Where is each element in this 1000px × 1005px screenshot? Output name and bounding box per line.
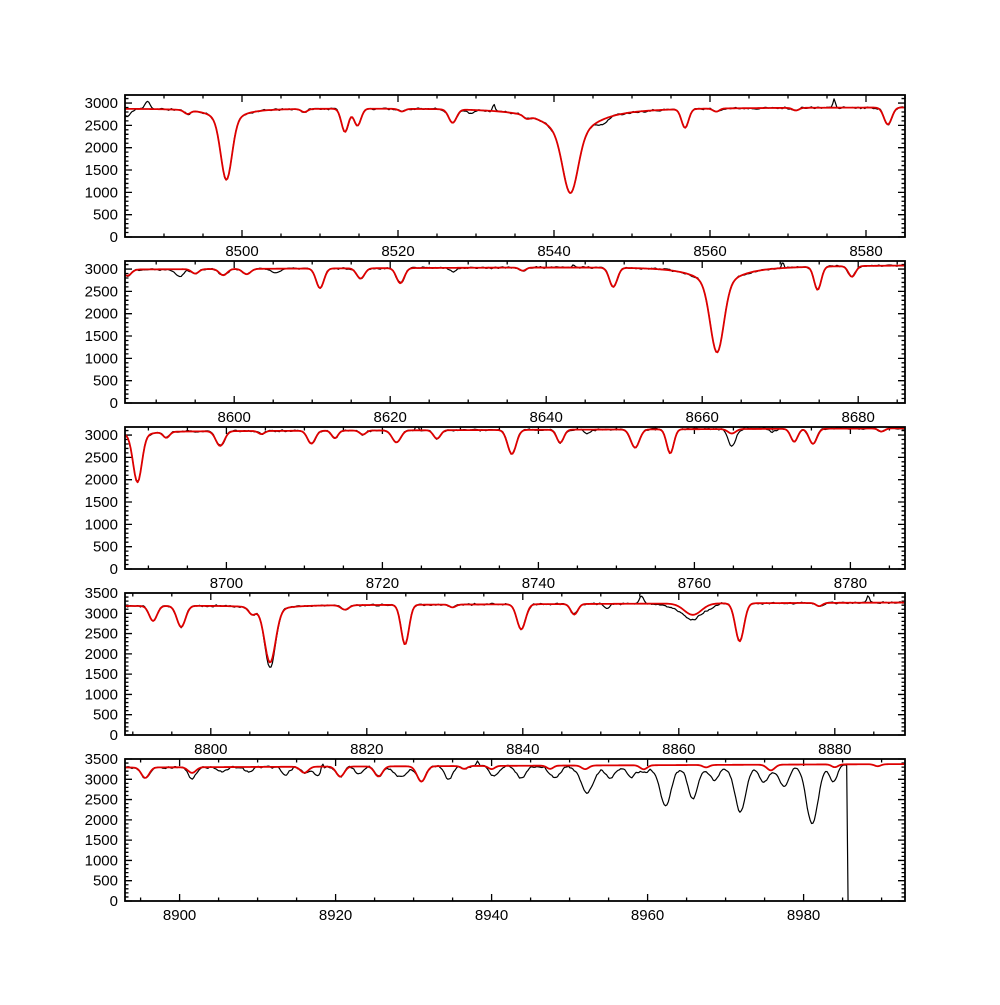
x-tick-label: 8920 xyxy=(319,907,352,924)
x-tick-label: 8580 xyxy=(849,243,882,260)
x-tick-label: 8560 xyxy=(693,243,726,260)
observed-spectrum-line xyxy=(124,426,905,483)
x-tick-label: 8680 xyxy=(842,409,875,426)
y-tick-labels: 0 500 1000 1500 2000 2500 3000 xyxy=(85,261,118,412)
y-tick-label: 3000 xyxy=(85,261,118,278)
y-tick-label: 0 xyxy=(110,229,118,246)
model-spectrum-line xyxy=(124,427,905,484)
y-tick-label: 500 xyxy=(93,373,118,390)
x-tick-label: 8500 xyxy=(225,243,258,260)
x-tick-label: 8600 xyxy=(218,409,251,426)
y-tick-label: 2500 xyxy=(85,283,118,300)
x-tick-label: 8860 xyxy=(662,741,695,758)
y-tick-labels: 0 500 1000 1500 2000 2500 3000 3500 xyxy=(85,585,118,744)
x-tick-label: 8940 xyxy=(475,907,508,924)
axis-ticks xyxy=(125,261,905,404)
y-tick-label: 500 xyxy=(93,873,118,890)
y-tick-label: 2500 xyxy=(85,626,118,643)
x-tick-label: 8960 xyxy=(631,907,664,924)
y-tick-label: 1000 xyxy=(85,686,118,703)
x-tick-labels: 8800 8820 8840 8860 8880 xyxy=(194,741,851,758)
y-tick-label: 1500 xyxy=(85,832,118,849)
y-tick-label: 2000 xyxy=(85,646,118,663)
y-tick-label: 2500 xyxy=(85,449,118,466)
spectrum-panel-3: 8700 8720 8740 8760 8780 0 500 1000 1500 2000 2500… xyxy=(85,426,906,592)
x-tick-labels: 8700 8720 8740 8760 8780 xyxy=(210,575,867,592)
y-tick-label: 3500 xyxy=(85,751,118,768)
y-tick-label: 2000 xyxy=(85,472,118,489)
model-spectrum-line xyxy=(124,264,905,354)
axes-frame xyxy=(124,426,906,570)
spectrum-panel-5: 8900 8920 8940 8960 8980 0 500 1000 1500 2000 2500… xyxy=(85,751,906,924)
y-tick-label: 1000 xyxy=(85,852,118,869)
x-tick-labels: 8900 8920 8940 8960 8980 xyxy=(163,907,820,924)
axis-ticks xyxy=(125,592,905,736)
model-spectrum-line xyxy=(124,763,905,783)
y-tick-labels: 0 500 1000 1500 2000 2500 3000 xyxy=(85,95,118,246)
x-tick-label: 8820 xyxy=(350,741,383,758)
x-tick-label: 8640 xyxy=(530,409,563,426)
axis-ticks xyxy=(125,758,905,902)
x-tick-label: 8800 xyxy=(194,741,227,758)
y-tick-label: 500 xyxy=(93,707,118,724)
y-tick-label: 2000 xyxy=(85,140,118,157)
x-tick-label: 8780 xyxy=(834,575,867,592)
y-tick-label: 1000 xyxy=(85,184,118,201)
axes-frame xyxy=(124,758,906,902)
model-spectrum-line xyxy=(125,601,905,664)
y-tick-label: 1000 xyxy=(85,350,118,367)
y-tick-label: 3000 xyxy=(85,95,118,112)
x-tick-label: 8520 xyxy=(381,243,414,260)
x-tick-label: 8880 xyxy=(818,741,851,758)
axes-frame xyxy=(124,592,906,736)
y-tick-label: 0 xyxy=(110,893,118,910)
y-tick-label: 0 xyxy=(110,561,118,578)
x-tick-label: 8740 xyxy=(522,575,555,592)
y-tick-label: 3000 xyxy=(85,771,118,788)
y-tick-label: 500 xyxy=(93,539,118,556)
x-tick-label: 8720 xyxy=(366,575,399,592)
y-tick-label: 1500 xyxy=(85,494,118,511)
y-tick-label: 3000 xyxy=(85,605,118,622)
x-tick-label: 8700 xyxy=(210,575,243,592)
x-tick-labels: 8600 8620 8640 8660 8680 xyxy=(218,409,875,426)
y-tick-label: 1500 xyxy=(85,328,118,345)
y-tick-label: 1000 xyxy=(85,516,118,533)
y-tick-label: 1500 xyxy=(85,162,118,179)
spectrum-panel-1: 8500 8520 8540 8560 8580 0 500 1000 1500 2000 2500… xyxy=(85,94,906,260)
y-tick-label: 3000 xyxy=(85,427,118,444)
y-tick-label: 2000 xyxy=(85,306,118,323)
x-tick-label: 8900 xyxy=(163,907,196,924)
x-tick-label: 8660 xyxy=(686,409,719,426)
spectrum-panel-2: 8600 8620 8640 8660 8680 0 500 1000 1500 2000 2500… xyxy=(85,260,906,426)
y-tick-label: 500 xyxy=(93,207,118,224)
observed-spectrum-line xyxy=(124,760,905,902)
x-tick-label: 8760 xyxy=(678,575,711,592)
x-tick-labels: 8500 8520 8540 8560 8580 xyxy=(225,243,882,260)
x-tick-label: 8840 xyxy=(506,741,539,758)
spectrum-panel-4: 8800 8820 8840 8860 8880 0 500 1000 1500 2000 2500… xyxy=(85,585,906,758)
y-tick-label: 2000 xyxy=(85,812,118,829)
y-tick-labels: 0 500 1000 1500 2000 2500 3000 xyxy=(85,427,118,578)
x-tick-label: 8620 xyxy=(374,409,407,426)
y-tick-label: 2500 xyxy=(85,792,118,809)
y-tick-label: 2500 xyxy=(85,117,118,134)
y-tick-labels: 0 500 1000 1500 2000 2500 3000 3500 xyxy=(85,751,118,910)
y-tick-label: 1500 xyxy=(85,666,118,683)
observed-spectrum-line xyxy=(124,262,905,354)
model-spectrum-line xyxy=(124,106,905,194)
x-tick-label: 8980 xyxy=(787,907,820,924)
y-tick-label: 3500 xyxy=(85,585,118,602)
axes-frame xyxy=(124,94,906,238)
y-tick-label: 0 xyxy=(110,727,118,744)
y-tick-label: 0 xyxy=(110,395,118,412)
axes-frame xyxy=(124,260,906,404)
x-tick-label: 8540 xyxy=(537,243,570,260)
